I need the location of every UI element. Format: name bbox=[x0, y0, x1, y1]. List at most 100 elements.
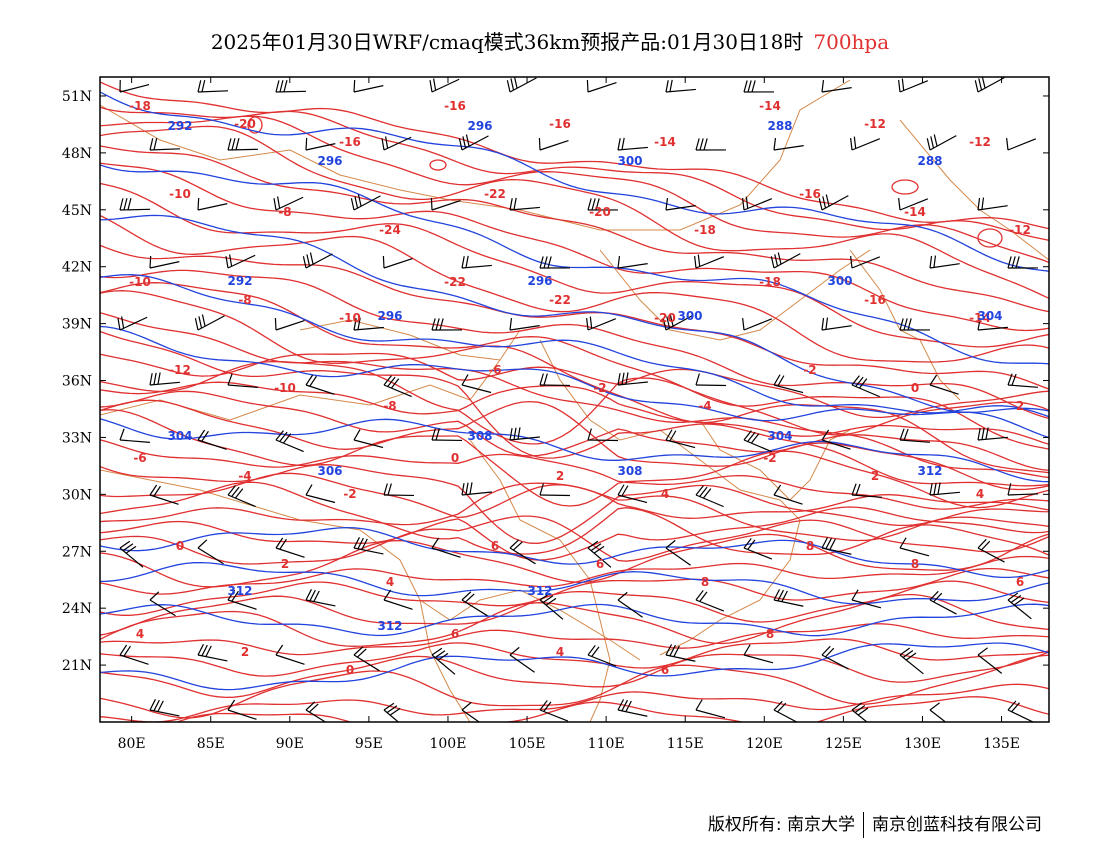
isohypse-label: 308 bbox=[617, 464, 642, 478]
isotherm-label: -4 bbox=[698, 399, 711, 413]
title-main: 2025年01月30日WRF/cmaq模式36km预报产品:01月30日18时 bbox=[210, 30, 804, 54]
isotherm-line bbox=[100, 390, 1049, 472]
barb-shaft bbox=[431, 78, 460, 93]
border-line bbox=[539, 339, 801, 656]
isohypse-label: 304 bbox=[977, 309, 1002, 323]
barb-shaft bbox=[1007, 384, 1038, 388]
barb-flag bbox=[461, 591, 472, 601]
barb-shaft bbox=[275, 547, 305, 558]
isotherm-label: 8 bbox=[766, 627, 774, 641]
isotherm-label: -2 bbox=[763, 451, 776, 465]
barb-flag bbox=[747, 539, 756, 550]
barb-flag bbox=[383, 483, 388, 496]
barb-flag bbox=[458, 138, 463, 151]
barb-shaft bbox=[509, 547, 536, 565]
isotherm-label: -14 bbox=[654, 135, 676, 149]
barb-flag bbox=[275, 644, 284, 656]
barb-shaft bbox=[821, 87, 852, 93]
barb-flag bbox=[625, 372, 629, 385]
isotherm-line bbox=[100, 580, 1049, 636]
barb-flag bbox=[227, 138, 232, 151]
barb-shaft bbox=[119, 547, 144, 568]
map-frame bbox=[99, 76, 1050, 723]
barb-shaft bbox=[275, 196, 304, 211]
isohypse-line bbox=[100, 214, 1049, 413]
barb-shaft bbox=[899, 198, 929, 211]
barb-flag bbox=[279, 80, 284, 93]
barb-shaft bbox=[305, 253, 333, 269]
barb-shaft bbox=[509, 654, 535, 673]
isotherm-label: -12 bbox=[969, 135, 991, 149]
barb-shaft bbox=[149, 261, 180, 269]
barb-flag bbox=[386, 705, 398, 714]
barb-flag bbox=[974, 80, 979, 93]
barb-flag bbox=[465, 482, 469, 495]
isotherm-label: -18 bbox=[694, 223, 716, 237]
barb-flag bbox=[665, 429, 673, 441]
barb-flag bbox=[825, 194, 830, 207]
barb-shaft bbox=[431, 547, 461, 558]
barb-flag bbox=[699, 486, 708, 497]
isotherm-label: 0 bbox=[346, 663, 354, 677]
barb-flag bbox=[361, 538, 368, 550]
barb-flag bbox=[461, 374, 469, 386]
barb-shaft bbox=[617, 709, 648, 717]
barb-shaft bbox=[587, 81, 617, 93]
isotherm-label: -22 bbox=[549, 293, 571, 307]
isotherm-label: 0 bbox=[911, 381, 919, 395]
barb-shaft bbox=[539, 139, 569, 151]
barb-flag bbox=[743, 538, 752, 549]
isotherm-label: -18 bbox=[759, 275, 781, 289]
barb-flag bbox=[545, 597, 557, 606]
barb-flag bbox=[589, 316, 593, 329]
isohypse-label: 304 bbox=[167, 429, 192, 443]
barb-shaft bbox=[305, 709, 327, 722]
isotherm-ring bbox=[891, 179, 919, 195]
barb-flag bbox=[121, 316, 125, 329]
barb-flag bbox=[431, 318, 436, 331]
x-tick-label: 130E bbox=[904, 736, 941, 752]
barb-flag bbox=[308, 703, 319, 713]
isotherm-label: -14 bbox=[759, 99, 781, 113]
isohypse-label: 292 bbox=[167, 119, 192, 133]
barb-flag bbox=[1011, 702, 1020, 713]
barb-flag bbox=[1007, 483, 1012, 496]
barb-shaft bbox=[617, 381, 648, 386]
barb-flag bbox=[851, 375, 860, 386]
isotherm-label: -8 bbox=[238, 293, 251, 307]
barb-flag bbox=[617, 373, 621, 386]
barb-flag bbox=[591, 646, 600, 657]
barb-flag bbox=[197, 644, 204, 656]
isotherm-label: -12 bbox=[864, 117, 886, 131]
barb-flag bbox=[435, 318, 440, 331]
isohypse-label: 306 bbox=[317, 464, 342, 478]
barb-flag bbox=[547, 256, 552, 269]
barb-shaft bbox=[665, 439, 696, 449]
isohypse-line bbox=[100, 526, 1049, 579]
barb-flag bbox=[275, 430, 284, 441]
y-tick-label: 36N bbox=[62, 374, 92, 390]
barb-flag bbox=[227, 485, 236, 496]
isotherm-line bbox=[100, 481, 1049, 556]
barb-shaft bbox=[929, 599, 957, 615]
barb-flag bbox=[357, 537, 364, 550]
y-tick-label: 30N bbox=[62, 487, 92, 503]
barb-flag bbox=[302, 256, 307, 269]
barb-shaft bbox=[821, 325, 852, 331]
barb-flag bbox=[907, 318, 912, 331]
isotherm-ring bbox=[977, 228, 1003, 248]
barb-flag bbox=[853, 136, 857, 149]
x-tick-label: 105E bbox=[509, 736, 546, 752]
x-tick-label: 95E bbox=[355, 736, 383, 752]
barb-flag bbox=[305, 484, 313, 496]
isotherm-label: -22 bbox=[484, 187, 506, 201]
barb-flag bbox=[781, 590, 788, 602]
border-line bbox=[100, 79, 851, 231]
barb-shaft bbox=[977, 654, 1003, 674]
barb-flag bbox=[201, 314, 206, 327]
barb-flag bbox=[273, 198, 277, 211]
barb-flag bbox=[119, 198, 124, 211]
isohypse-line bbox=[100, 603, 1049, 637]
barb-flag bbox=[825, 647, 835, 658]
temperature-contours bbox=[100, 81, 1049, 722]
